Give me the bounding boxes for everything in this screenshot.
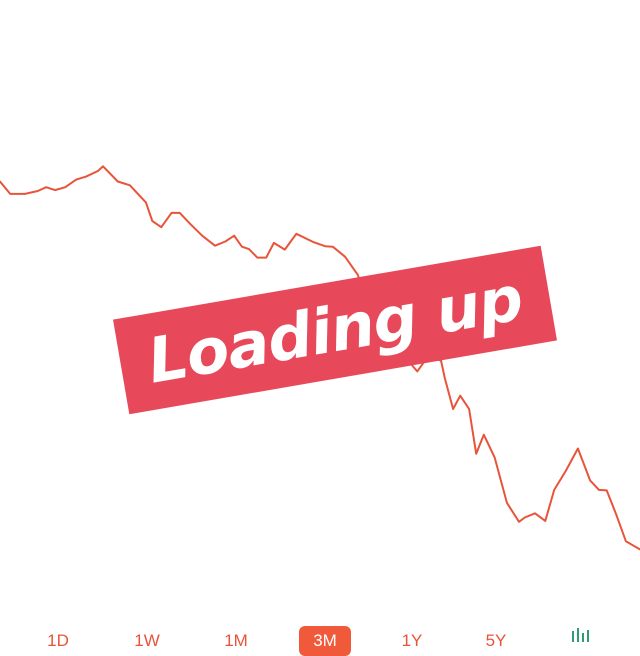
price-line — [0, 165, 640, 551]
price-series — [0, 165, 640, 551]
price-chart — [0, 165, 640, 551]
range-tab-3m[interactable]: 3M — [299, 626, 351, 656]
range-tab-5y[interactable]: 5Y — [485, 631, 507, 650]
range-tab-1w[interactable]: 1W — [134, 631, 160, 650]
time-range-selector: 1D 1W 1M 3M 1Y 5Y — [0, 618, 640, 656]
candlestick-icon[interactable] — [571, 628, 593, 642]
range-tab-1m[interactable]: 1M — [224, 631, 248, 650]
range-tab-1y[interactable]: 1Y — [401, 631, 423, 650]
range-tab-1d[interactable]: 1D — [47, 631, 69, 650]
